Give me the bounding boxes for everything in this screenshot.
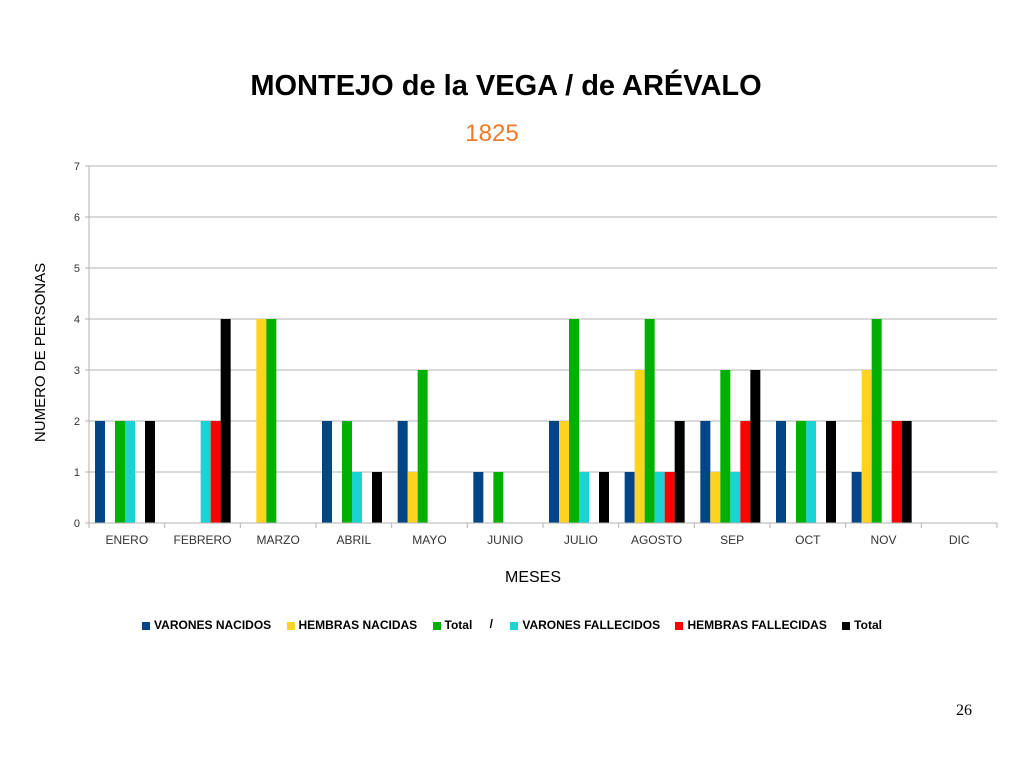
bar	[861, 370, 872, 523]
chart-subtitle: 1825	[465, 120, 519, 147]
bar	[473, 472, 484, 523]
bar	[634, 370, 645, 523]
bar	[851, 472, 862, 523]
legend-separator: /	[489, 617, 493, 631]
bar	[700, 421, 711, 523]
x-tick-label: OCT	[795, 533, 821, 547]
bar	[750, 370, 761, 523]
bar	[549, 421, 559, 523]
x-tick-label: AGOSTO	[631, 533, 682, 547]
bar	[95, 421, 105, 523]
legend-item: VARONES FALLECIDOS	[510, 618, 660, 632]
bar	[644, 319, 655, 523]
x-tick-label: SEP	[720, 533, 744, 547]
bar	[901, 421, 912, 523]
bar	[674, 421, 685, 523]
bar	[710, 472, 721, 523]
legend-item: Total	[432, 617, 473, 632]
x-tick-label: MAYO	[412, 533, 446, 547]
x-tick-label: FEBRERO	[173, 533, 231, 547]
y-tick-label: 7	[74, 161, 80, 173]
bars	[95, 319, 912, 523]
bar	[115, 421, 125, 523]
bar	[624, 472, 635, 523]
legend-label: VARONES NACIDOS	[154, 617, 272, 632]
bar	[806, 421, 816, 523]
bar	[397, 421, 408, 523]
y-tick-label: 4	[74, 314, 80, 326]
y-tick-label: 0	[74, 518, 80, 530]
bar	[342, 421, 352, 523]
bar	[891, 421, 902, 523]
bar	[322, 421, 332, 523]
legend-item: HEMBRAS FALLECIDAS	[675, 617, 827, 632]
bar	[352, 472, 362, 523]
legend-swatch	[142, 621, 151, 630]
bar	[145, 421, 155, 523]
legend-item: Total	[842, 618, 882, 632]
x-tick-label: DIC	[949, 533, 970, 547]
legend-swatch	[286, 621, 295, 630]
chart-title: MONTEJO de la VEGA / de ARÉVALO	[250, 70, 762, 102]
legend-item: HEMBRAS NACIDAS	[286, 617, 418, 632]
bar	[796, 421, 806, 523]
bar	[417, 370, 428, 523]
bar	[266, 319, 277, 523]
bar	[210, 421, 221, 523]
legend-label: HEMBRAS NACIDAS	[298, 617, 418, 632]
bar	[493, 472, 504, 523]
bar-chart: 0 1 2 3 4 5 6 7 ENERO FEBRERO MARZO ABRIL MAYO JUNIO J…	[32, 161, 998, 586]
x-axis-title: MESES	[505, 569, 561, 586]
bar	[654, 472, 665, 523]
bar	[407, 472, 418, 523]
legend-swatch	[842, 621, 851, 630]
bar	[826, 421, 836, 523]
x-tick-label: JUNIO	[487, 533, 523, 547]
bar	[730, 472, 741, 523]
y-tick-label: 6	[74, 212, 80, 224]
bar	[200, 421, 211, 523]
legend-label: VARONES FALLECIDOS	[522, 617, 661, 632]
bar	[740, 421, 751, 523]
x-tick-label: ABRIL	[336, 533, 371, 547]
legend-swatch	[510, 621, 519, 630]
y-tick-label: 2	[74, 416, 80, 428]
x-tick-label: JULIO	[564, 533, 598, 547]
legend-swatch	[675, 621, 684, 630]
bar	[599, 472, 609, 523]
bar	[720, 370, 731, 523]
bar	[220, 319, 231, 523]
legend-label: Total	[444, 617, 473, 632]
bar	[579, 472, 589, 523]
y-tick-label: 3	[74, 365, 80, 377]
axes	[85, 165, 998, 528]
x-tick-label: NOV	[870, 533, 896, 547]
legend-swatch	[432, 621, 441, 630]
legend-item: VARONES NACIDOS	[142, 618, 271, 632]
bar	[372, 472, 382, 523]
legend-label: Total	[854, 617, 882, 632]
y-tick-label: 1	[74, 467, 80, 479]
bar	[664, 472, 675, 523]
axis-labels: 0 1 2 3 4 5 6 7 ENERO FEBRERO MARZO ABRIL MAYO JUNIO J…	[32, 161, 970, 586]
bar	[559, 421, 569, 523]
y-axis-title: NUMERO DE PERSONAS	[32, 263, 49, 442]
bar	[256, 319, 267, 523]
bar	[569, 319, 579, 523]
legend-label: HEMBRAS FALLECIDAS	[687, 617, 827, 632]
x-tick-label: ENERO	[105, 533, 148, 547]
page-number: 26	[956, 702, 972, 719]
bar	[125, 421, 135, 523]
y-tick-label: 5	[74, 263, 80, 275]
x-tick-label: MARZO	[256, 533, 299, 547]
chart-legend: VARONES NACIDOS HEMBRAS NACIDAS Total / …	[0, 617, 1024, 632]
bar	[871, 319, 882, 523]
bar	[776, 421, 786, 523]
grid-lines	[89, 165, 997, 473]
